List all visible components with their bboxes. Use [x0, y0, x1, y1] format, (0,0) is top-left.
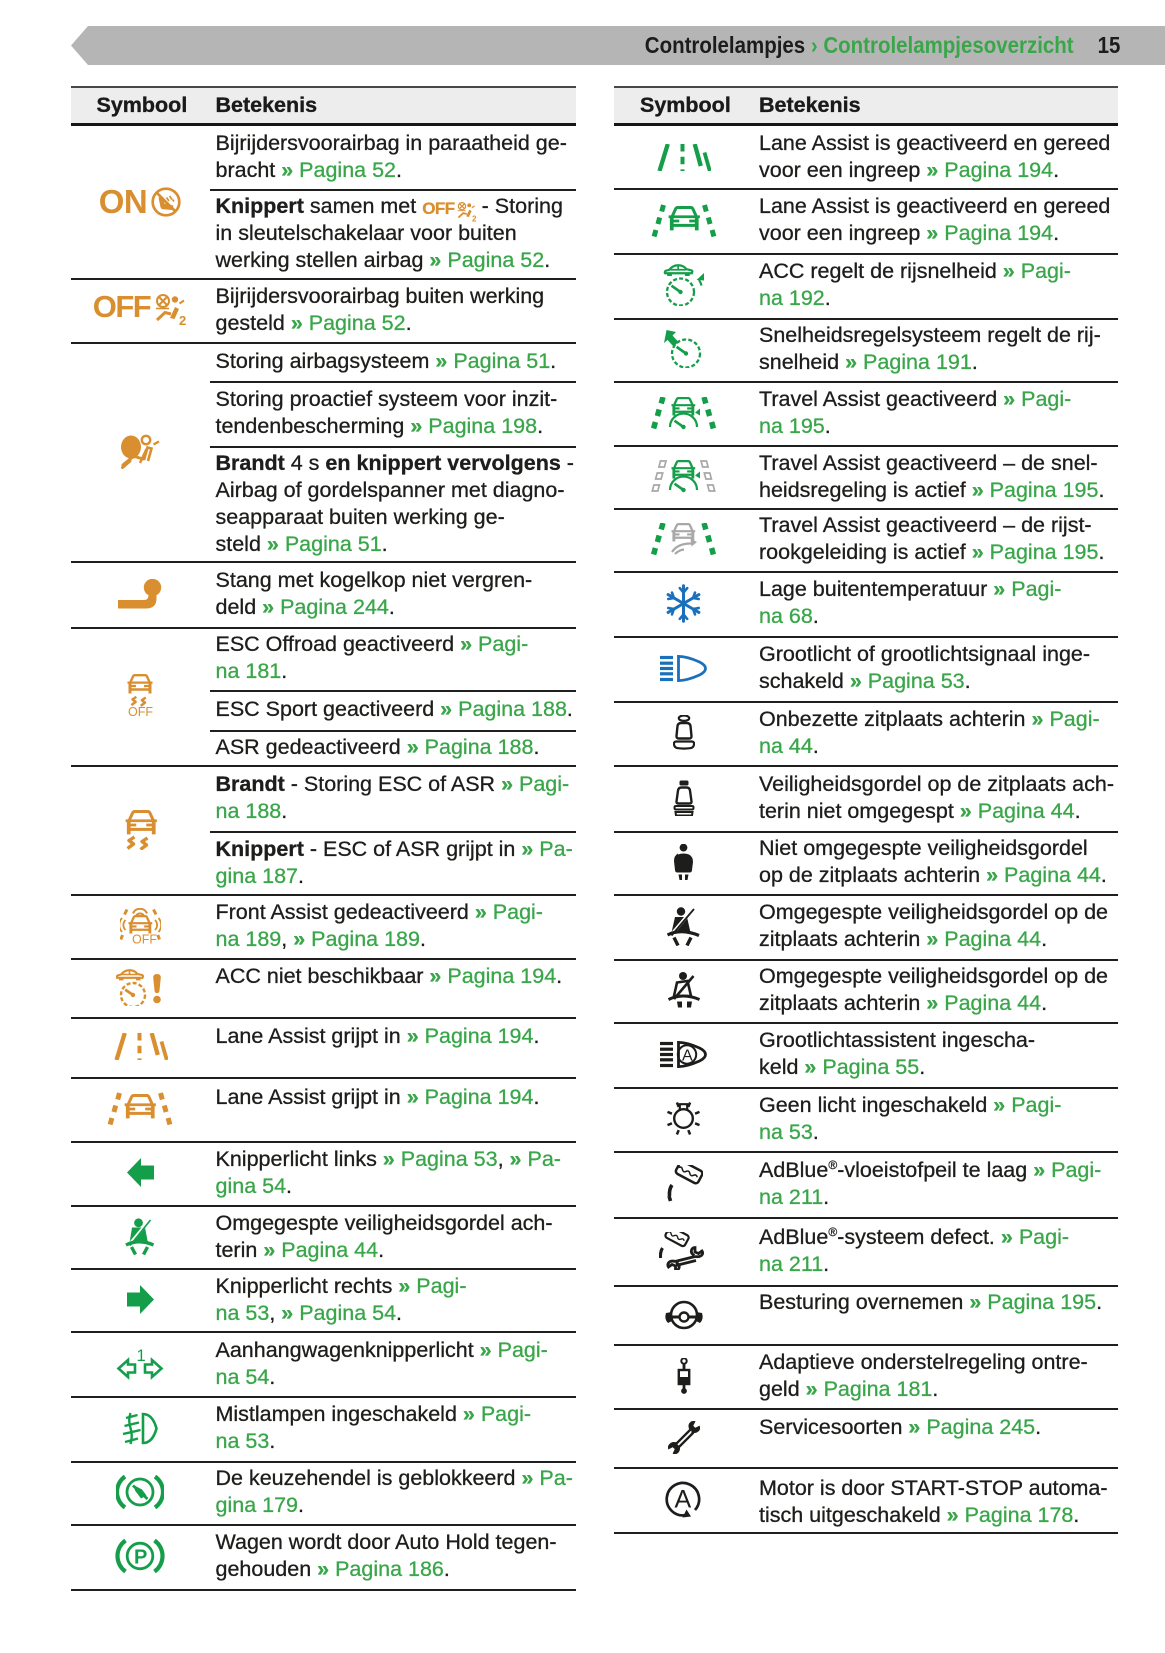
- svg-text:A: A: [682, 1047, 693, 1064]
- svg-text:2: 2: [472, 214, 477, 223]
- svg-text:OFF: OFF: [132, 933, 157, 945]
- svg-text:1: 1: [137, 1347, 146, 1365]
- svg-text:P: P: [134, 1547, 147, 1569]
- svg-text:A: A: [675, 1486, 692, 1514]
- svg-text:2: 2: [179, 313, 186, 326]
- svg-text:OFF: OFF: [128, 705, 153, 717]
